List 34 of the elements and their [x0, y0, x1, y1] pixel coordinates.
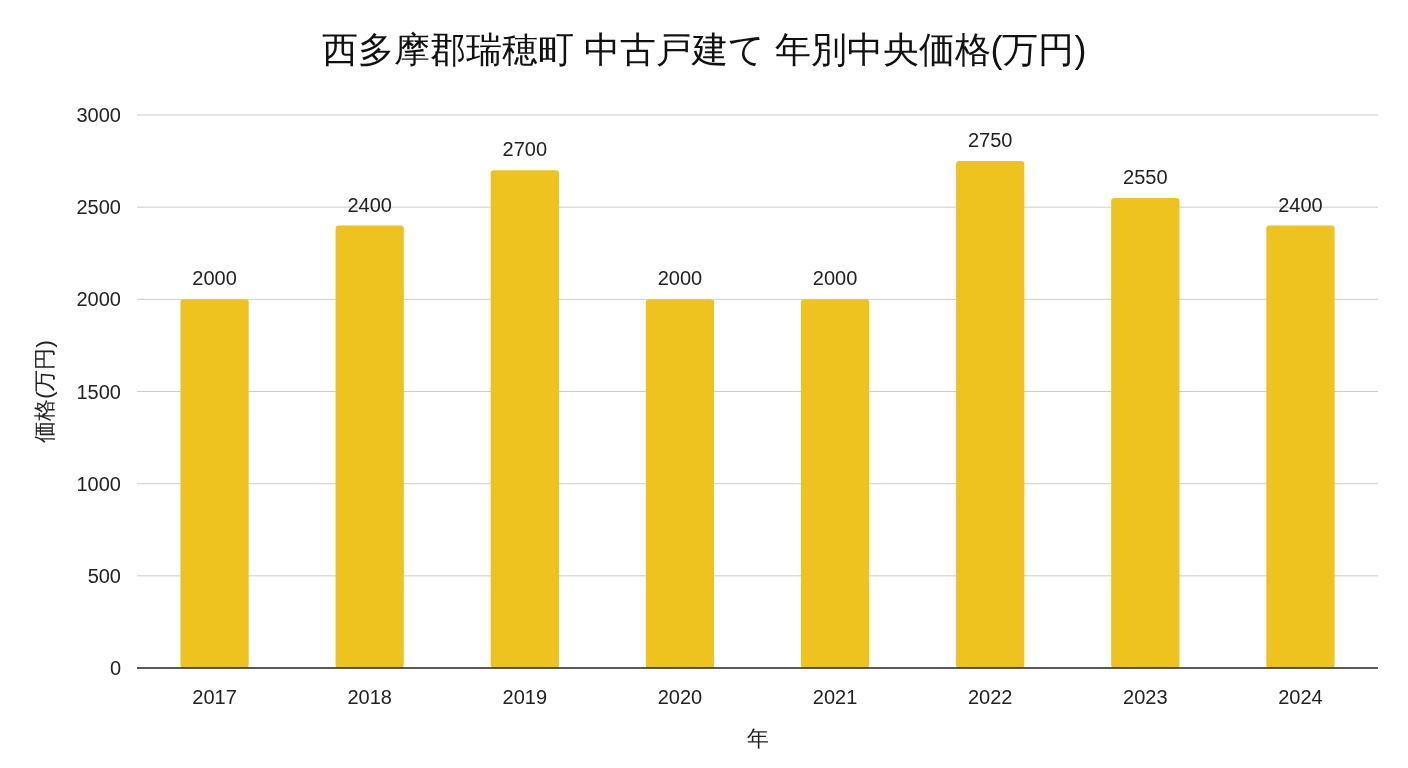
y-tick-label: 3000	[76, 104, 121, 126]
x-axis-title: 年	[746, 726, 769, 751]
data-label: 2750	[967, 129, 1013, 152]
y-axis-title: 価格(万円)	[32, 340, 57, 443]
data-label: 2550	[1123, 165, 1168, 188]
bar	[645, 299, 715, 668]
y-tick-label: 2000	[76, 288, 121, 311]
data-label: 2400	[1278, 193, 1323, 216]
x-tick-label: 2023	[1123, 686, 1168, 708]
bar	[956, 161, 1025, 668]
x-tick-label: 2018	[347, 686, 392, 708]
data-label: 2000	[657, 267, 703, 290]
data-label: 2000	[812, 267, 858, 290]
y-tick-label: 500	[87, 564, 121, 587]
data-label: 2700	[502, 138, 548, 161]
y-tick-label: 2500	[76, 196, 121, 219]
bar	[180, 299, 249, 668]
bar	[800, 299, 870, 668]
chart-title: 西多摩郡瑞穂町 中古戸建て 年別中央価格(万円)	[321, 29, 1087, 70]
bar	[1111, 197, 1180, 668]
data-label: 2000	[192, 267, 237, 290]
bar	[1266, 225, 1335, 668]
x-tick-label: 2024	[1278, 686, 1323, 708]
y-tick-label: 1500	[76, 380, 121, 403]
x-tick-label: 2017	[192, 686, 237, 708]
x-tick-label: 2021	[812, 686, 858, 708]
bar	[490, 170, 559, 668]
y-tick-label: 1000	[76, 472, 121, 495]
data-label: 2400	[347, 193, 392, 216]
y-tick-label: 0	[109, 657, 121, 679]
x-tick-label: 2019	[502, 686, 548, 708]
bar	[335, 225, 404, 668]
x-tick-label: 2020	[657, 686, 703, 708]
x-tick-label: 2022	[967, 686, 1013, 708]
